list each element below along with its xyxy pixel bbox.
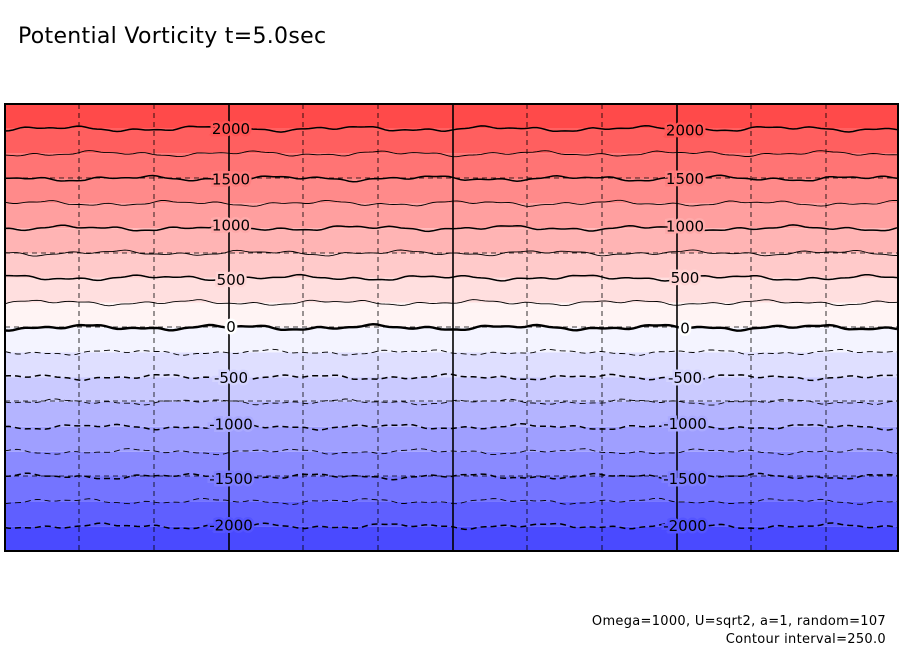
contour-label: -500: [214, 369, 248, 387]
color-band: [5, 228, 898, 253]
contour-label: 2000: [212, 120, 250, 138]
color-band: [5, 153, 898, 179]
color-band: [5, 104, 898, 129]
contour-line: [4, 472, 898, 481]
contour-line: [4, 522, 898, 531]
contour-interval-note: Contour interval=250.0: [725, 632, 886, 647]
contour-line: [4, 124, 898, 133]
contour-label: 1500: [212, 171, 250, 189]
color-band: [5, 352, 898, 378]
contour-label: -2000: [209, 517, 253, 535]
contour-label: 2000: [666, 122, 704, 140]
color-band: [5, 203, 898, 229]
contour-line: [4, 199, 898, 207]
contour-line: [4, 174, 898, 183]
contour-lines: [4, 124, 898, 531]
contour-label: -2000: [663, 517, 707, 535]
color-band: [5, 526, 898, 551]
contour-line: [4, 448, 898, 456]
contour-label: 500: [217, 271, 246, 289]
color-band: [5, 277, 898, 303]
color-band: [5, 451, 898, 477]
color-band: [5, 302, 898, 328]
color-band: [5, 476, 898, 502]
color-band: [5, 377, 898, 402]
contour-label: -500: [668, 369, 702, 387]
contour-line: [4, 497, 898, 505]
color-band: [5, 178, 898, 204]
contour-line: [4, 398, 898, 406]
color-band: [5, 253, 898, 278]
color-band: [5, 128, 898, 154]
contour-label: 0: [226, 318, 236, 336]
contour-line: [5, 273, 898, 282]
chart-title: Potential Vorticity t=5.0sec: [18, 24, 327, 49]
contour-line: [4, 224, 898, 233]
contour-line: [4, 299, 898, 307]
color-band: [5, 501, 898, 527]
contour-label: 500: [671, 269, 700, 287]
contour-line: [4, 373, 898, 382]
parameters-note: Omega=1000, U=sqrt2, a=1, random=107: [591, 614, 886, 629]
contour-label: 1000: [666, 218, 704, 236]
contour-label: 1500: [666, 170, 704, 188]
contour-label: -1000: [663, 415, 707, 433]
color-band: [5, 327, 898, 353]
contour-label: 0: [680, 319, 690, 337]
contour-line: [4, 150, 898, 158]
color-band: [5, 402, 898, 427]
contour-labels: 2000 2000 1500 1500 1000 1000 500 500 0 0 -500 -500…: [207, 118, 710, 538]
contour-line: [4, 249, 898, 257]
contour-line: [4, 322, 898, 332]
contour-label: -1500: [663, 470, 707, 488]
contour-label: -1000: [209, 416, 253, 434]
color-band: [5, 426, 898, 452]
contour-label: 1000: [212, 217, 250, 235]
contour-label: -1500: [209, 470, 253, 488]
contour-line: [4, 422, 898, 431]
plot-frame: [4, 103, 899, 552]
contour-line: [4, 348, 898, 356]
